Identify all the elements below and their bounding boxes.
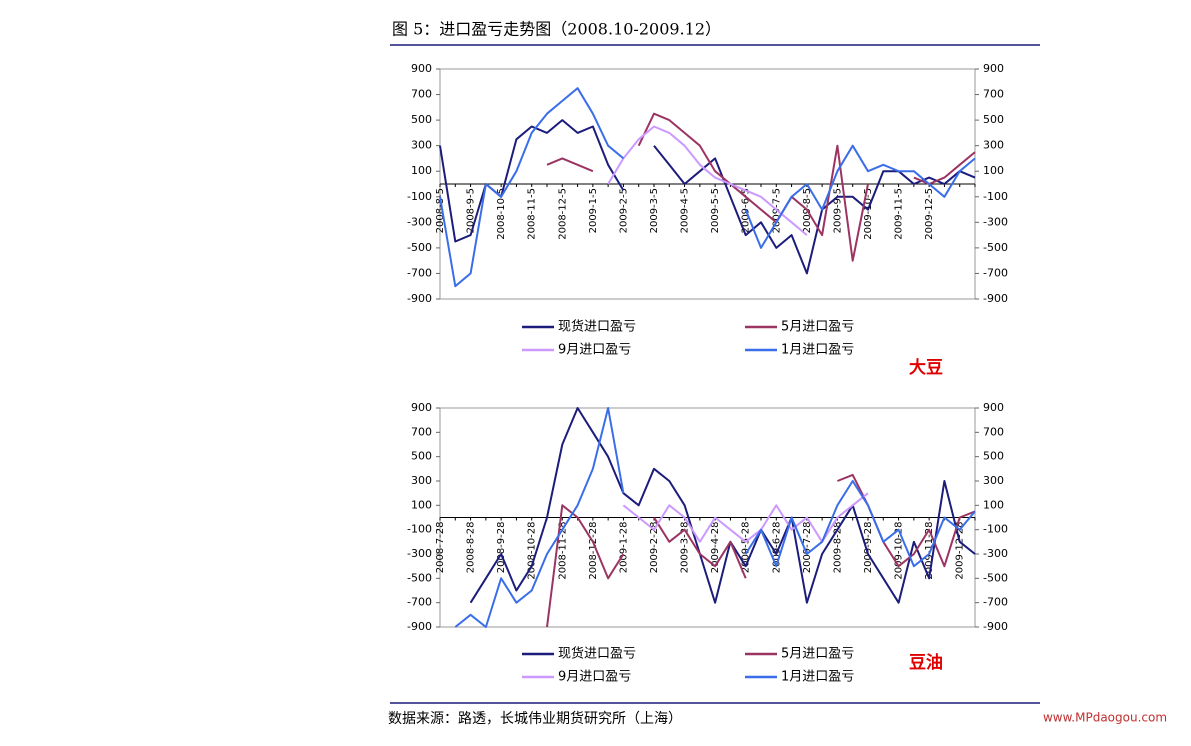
legend-label: 9月进口盈亏 — [558, 343, 631, 358]
x-tick-label: 2009-3-5 — [649, 188, 660, 233]
x-tick-label: 2008-10-28 — [527, 522, 538, 580]
chart-label: 豆油 — [909, 652, 943, 673]
series-line — [439, 87, 976, 288]
y2-tick-label: -900 — [983, 292, 1008, 305]
x-tick-label: 2009-4-5 — [680, 188, 691, 233]
y2-tick-label: 100 — [983, 164, 1004, 177]
x-tick-label: 2008-9-5 — [466, 188, 477, 233]
y2-tick-label: -500 — [983, 241, 1008, 254]
y2-tick-label: 700 — [983, 425, 1004, 438]
x-tick-label: 2008-8-28 — [466, 522, 477, 574]
series-line — [546, 473, 976, 628]
y2-tick-label: 300 — [983, 474, 1004, 487]
figure-title: 图 5：进口盈亏走势图（2008.10-2009.12） — [392, 20, 721, 39]
series-line — [607, 125, 808, 236]
x-tick-label: 2009-9-5 — [832, 188, 843, 233]
y-tick-label: 100 — [411, 498, 432, 511]
series-line — [469, 407, 976, 604]
x-tick-label: 2008-9-28 — [496, 522, 507, 574]
y2-tick-label: -100 — [983, 190, 1008, 203]
y2-tick-label: 500 — [983, 113, 1004, 126]
legend-label: 9月进口盈亏 — [558, 670, 631, 685]
x-tick-label: 2009-12-28 — [955, 522, 966, 580]
chart-label: 大豆 — [909, 357, 943, 378]
x-tick-label: 2008-8-5 — [435, 188, 446, 233]
y2-tick-label: 900 — [983, 401, 1004, 414]
x-tick-label: 2009-1-28 — [618, 522, 629, 574]
watermark: www.MPdaogou.com — [1043, 711, 1167, 725]
source-note: 数据来源：路透，长城伟业期货研究所（上海） — [388, 710, 682, 727]
y-tick-label: 900 — [411, 62, 432, 75]
y-tick-label: -100 — [407, 523, 432, 536]
y-tick-label: -500 — [407, 241, 432, 254]
x-tick-label: 2008-11-28 — [557, 522, 568, 580]
y2-tick-label: 300 — [983, 139, 1004, 152]
y-tick-label: -300 — [407, 547, 432, 560]
y2-tick-label: -900 — [983, 620, 1008, 633]
x-tick-label: 2008-11-5 — [527, 188, 538, 240]
legend-label: 5月进口盈亏 — [781, 647, 854, 662]
x-tick-label: 2009-9-28 — [863, 522, 874, 574]
y-tick-label: 300 — [411, 139, 432, 152]
y2-tick-label: 100 — [983, 498, 1004, 511]
y-tick-label: -300 — [407, 215, 432, 228]
y-tick-label: 700 — [411, 88, 432, 101]
y-tick-label: 100 — [411, 164, 432, 177]
x-tick-label: 2008-7-28 — [435, 522, 446, 574]
y2-tick-label: -300 — [983, 215, 1008, 228]
y2-tick-label: -100 — [983, 523, 1008, 536]
series-line — [454, 407, 976, 628]
y-tick-label: -100 — [407, 190, 432, 203]
x-tick-label: 2009-5-5 — [710, 188, 721, 233]
series-line — [622, 492, 869, 543]
x-tick-label: 2008-12-28 — [588, 522, 599, 580]
x-tick-label: 2009-12-5 — [924, 188, 935, 240]
x-tick-label: 2009-7-28 — [802, 522, 813, 574]
x-tick-label: 2009-8-28 — [832, 522, 843, 574]
x-tick-label: 2009-2-28 — [649, 522, 660, 574]
y2-tick-label: 500 — [983, 450, 1004, 463]
x-tick-label: 2009-10-28 — [894, 522, 905, 580]
x-tick-label: 2009-1-5 — [588, 188, 599, 233]
y-tick-label: -900 — [407, 292, 432, 305]
y-tick-label: -700 — [407, 266, 432, 279]
y2-tick-label: -700 — [983, 596, 1008, 609]
y-tick-label: -500 — [407, 571, 432, 584]
y2-tick-label: 700 — [983, 88, 1004, 101]
y-tick-label: 700 — [411, 425, 432, 438]
y2-tick-label: -300 — [983, 547, 1008, 560]
y-tick-label: 900 — [411, 401, 432, 414]
legend-label: 1月进口盈亏 — [781, 670, 854, 685]
legend-label: 现货进口盈亏 — [558, 646, 636, 662]
y-tick-label: 300 — [411, 474, 432, 487]
y2-tick-label: 900 — [983, 62, 1004, 75]
x-tick-label: 2009-6-28 — [771, 522, 782, 574]
series-line — [546, 112, 976, 262]
x-tick-label: 2009-5-28 — [741, 522, 752, 574]
y-tick-label: 500 — [411, 450, 432, 463]
x-tick-label: 2009-4-28 — [710, 522, 721, 574]
x-tick-label: 2009-2-5 — [618, 188, 629, 233]
y-tick-label: 500 — [411, 113, 432, 126]
legend-label: 5月进口盈亏 — [781, 320, 854, 335]
x-tick-label: 2008-12-5 — [557, 188, 568, 240]
legend-label: 现货进口盈亏 — [558, 319, 636, 335]
x-tick-label: 2009-3-28 — [680, 522, 691, 574]
y2-tick-label: -700 — [983, 266, 1008, 279]
y2-tick-label: -500 — [983, 571, 1008, 584]
legend-label: 1月进口盈亏 — [781, 343, 854, 358]
y-tick-label: -700 — [407, 596, 432, 609]
x-tick-label: 2009-10-5 — [863, 188, 874, 240]
x-tick-label: 2009-11-5 — [894, 188, 905, 240]
y-tick-label: -900 — [407, 620, 432, 633]
x-tick-label: 2008-10-5 — [496, 188, 507, 240]
